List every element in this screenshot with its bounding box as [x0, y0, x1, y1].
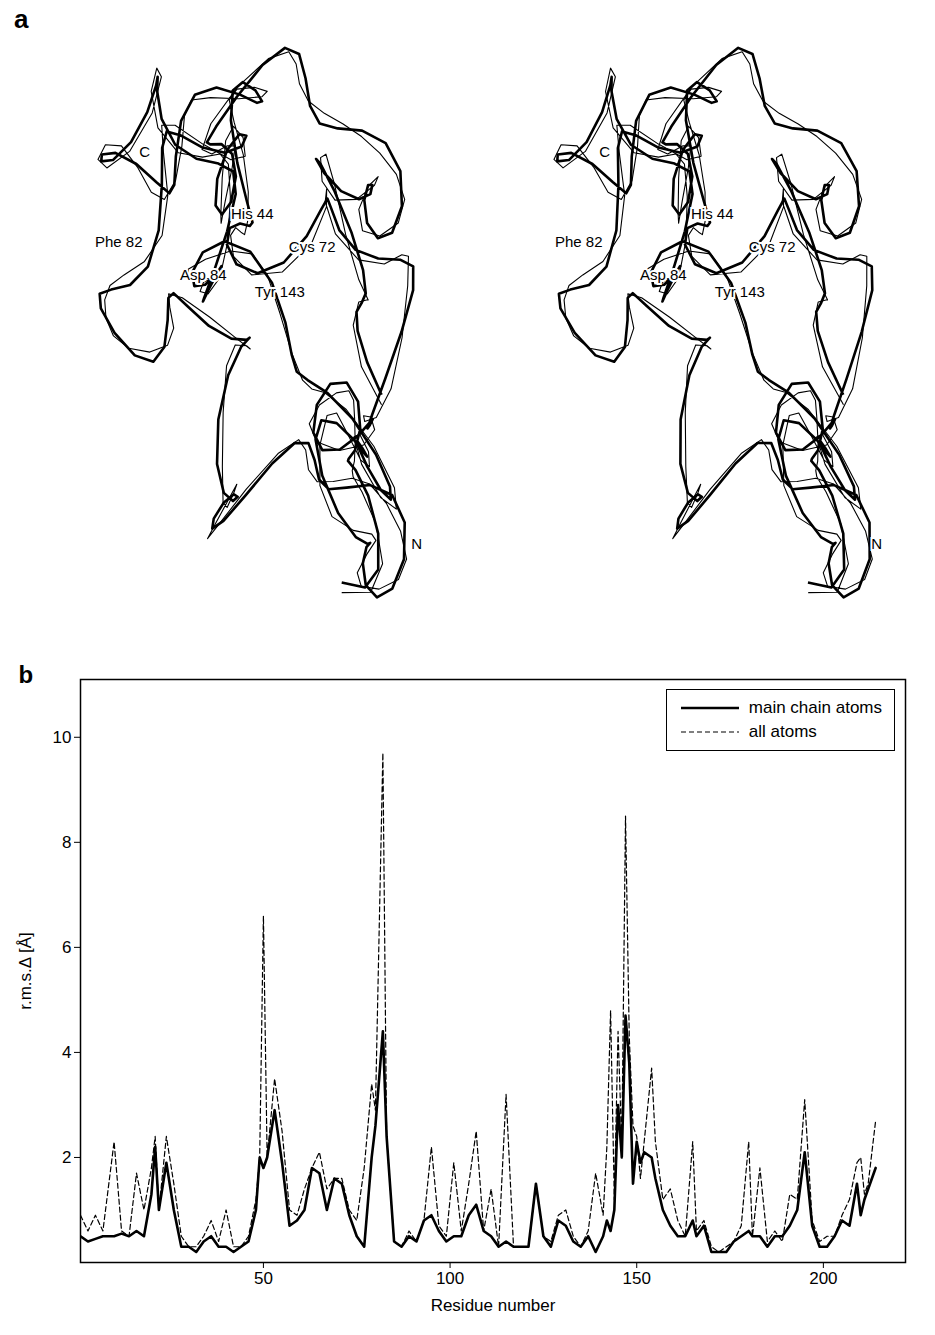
- svg-text:His 44: His 44: [231, 205, 274, 222]
- svg-text:Tyr 143: Tyr 143: [255, 283, 305, 300]
- svg-text:Asp 84: Asp 84: [180, 266, 227, 283]
- svg-text:a: a: [14, 4, 29, 34]
- svg-text:r.m.s.Δ [Å]: r.m.s.Δ [Å]: [16, 932, 35, 1009]
- svg-text:Cys 72: Cys 72: [289, 238, 336, 255]
- svg-text:4: 4: [62, 1043, 71, 1062]
- svg-text:C: C: [139, 143, 150, 160]
- svg-text:10: 10: [53, 728, 72, 747]
- svg-text:C: C: [599, 143, 610, 160]
- svg-text:Residue number: Residue number: [431, 1296, 556, 1315]
- svg-text:Asp 84: Asp 84: [640, 266, 687, 283]
- svg-text:6: 6: [62, 938, 71, 957]
- svg-text:50: 50: [254, 1269, 273, 1288]
- html-text:main chain atoms: main chain atoms: [748, 698, 882, 717]
- svg-text:2: 2: [62, 1148, 71, 1167]
- svg-text:Tyr 143: Tyr 143: [715, 283, 765, 300]
- svg-text:b: b: [19, 661, 34, 688]
- svg-text:8: 8: [62, 833, 71, 852]
- svg-text:Cys 72: Cys 72: [749, 238, 796, 255]
- svg-text:Phe 82: Phe 82: [95, 233, 143, 250]
- svg-text:His 44: His 44: [691, 205, 734, 222]
- svg-text:150: 150: [623, 1269, 651, 1288]
- svg-text:200: 200: [809, 1269, 837, 1288]
- svg-text:100: 100: [436, 1269, 464, 1288]
- html-text:all atoms: all atoms: [748, 722, 817, 741]
- svg-text:N: N: [411, 535, 422, 552]
- svg-text:Phe 82: Phe 82: [555, 233, 603, 250]
- svg-text:N: N: [871, 535, 882, 552]
